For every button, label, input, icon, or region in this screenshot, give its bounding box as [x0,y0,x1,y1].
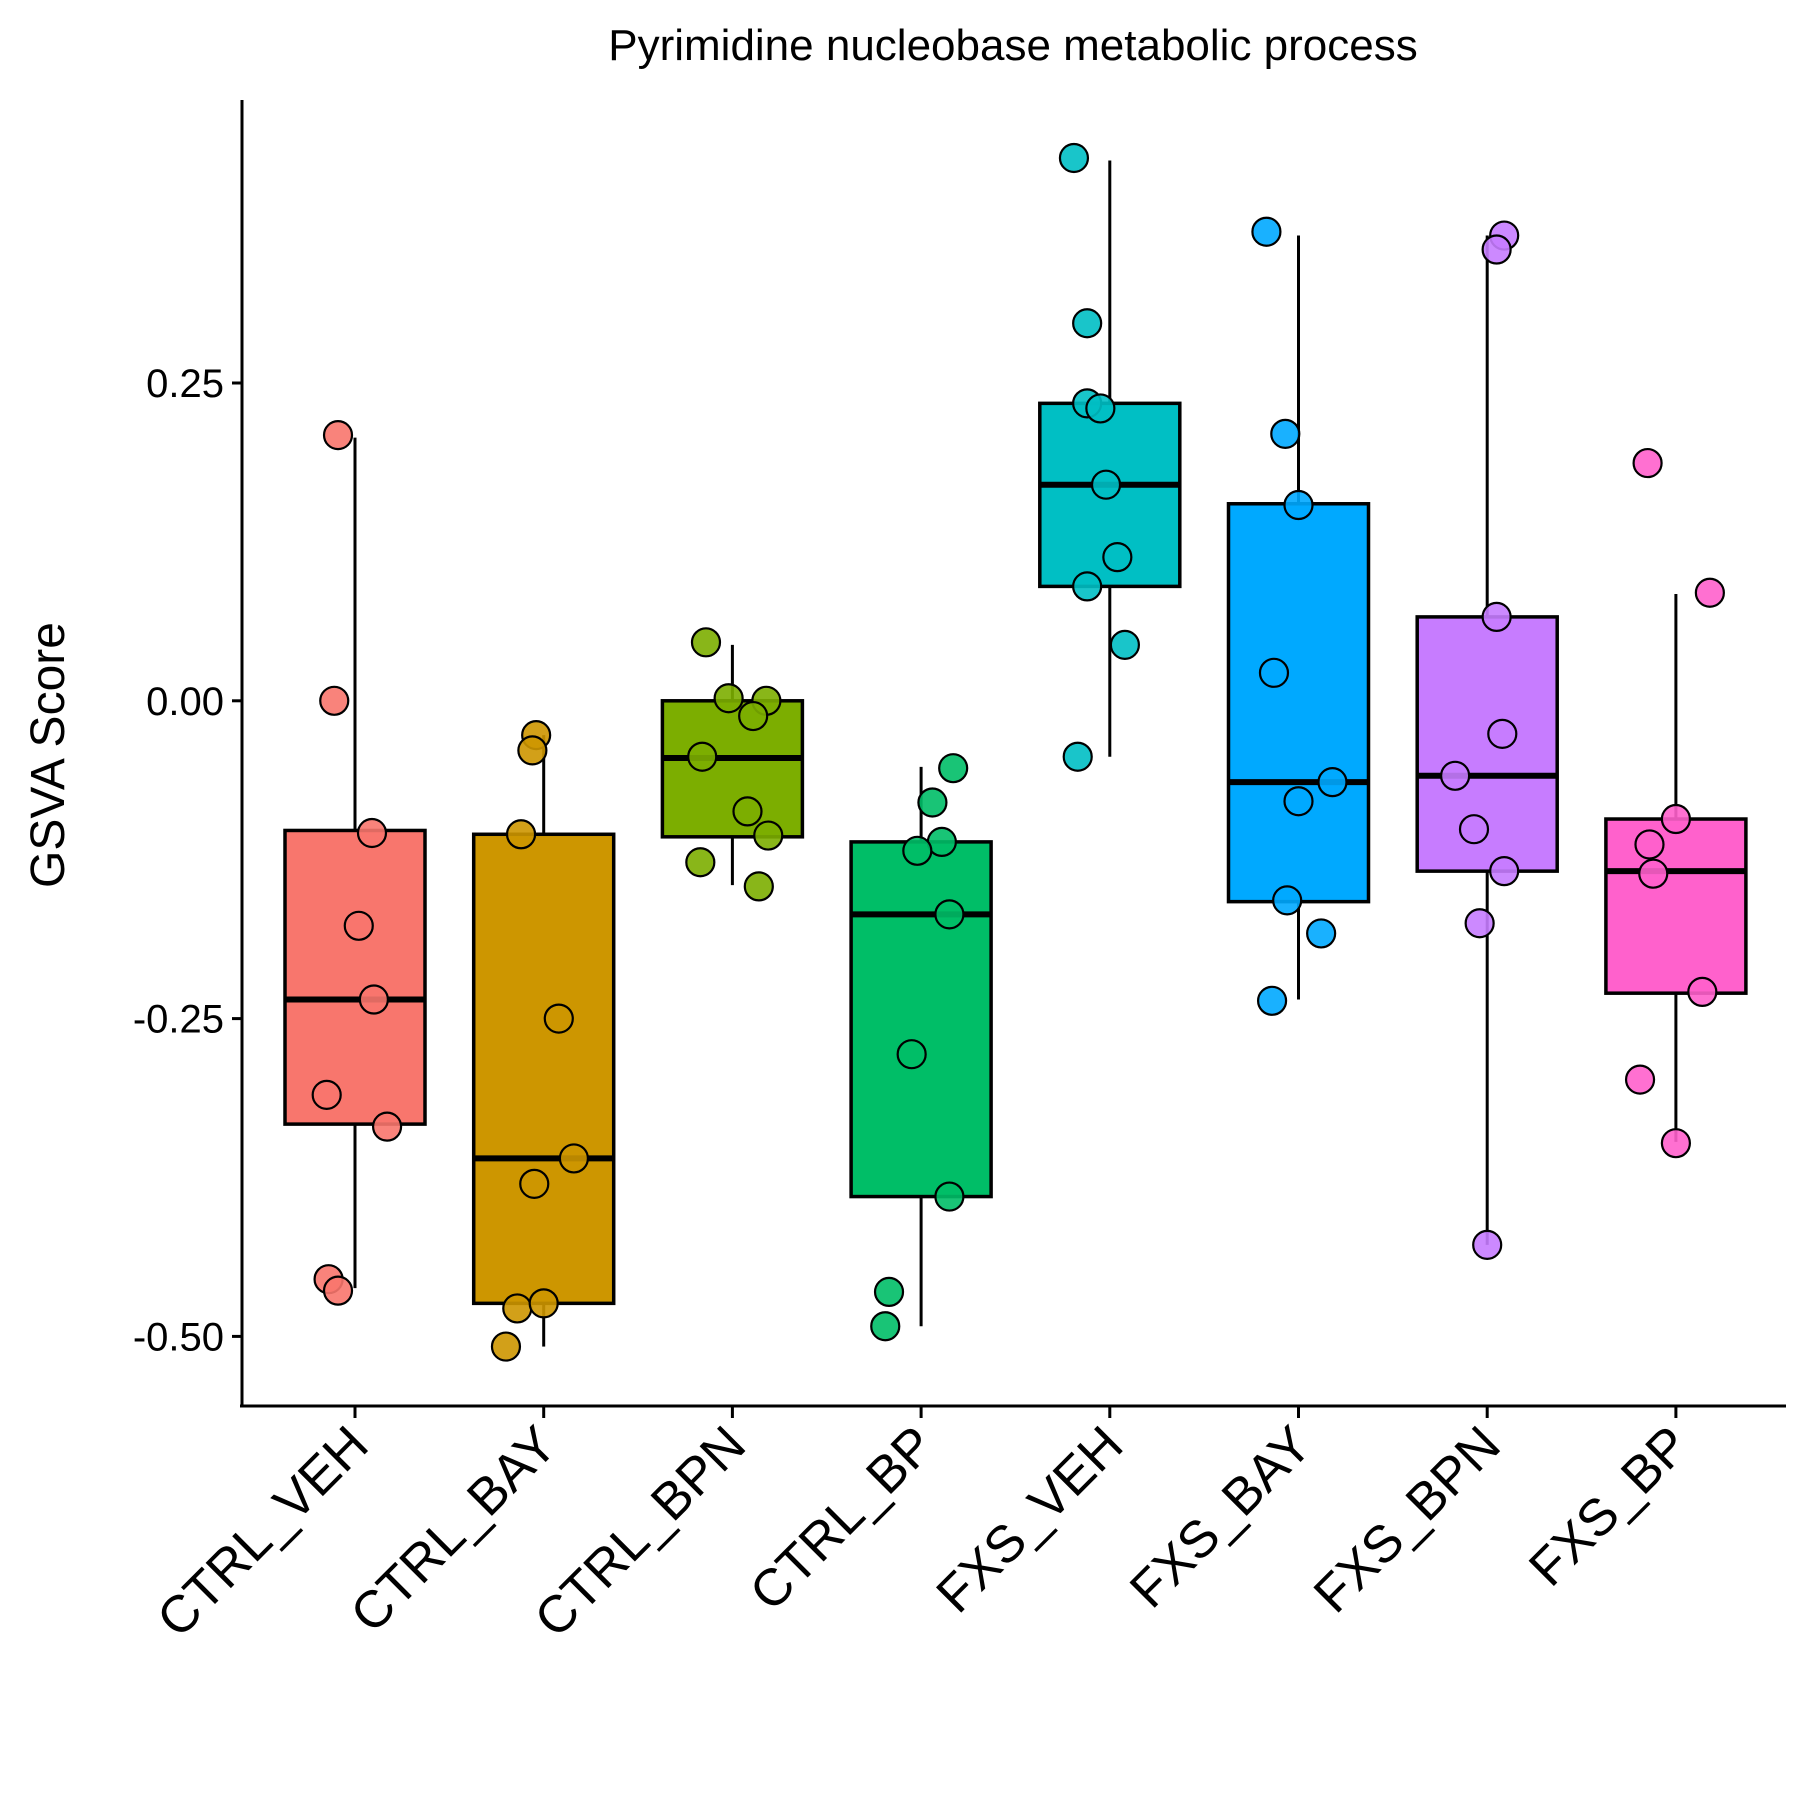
data-point [1687,976,1718,1008]
data-point [1317,767,1348,798]
y-tick-label: 0.00 [146,680,224,724]
data-point [743,871,774,902]
data-point [738,700,769,732]
data-point [896,1039,927,1070]
data-point [1251,216,1282,247]
data-point [1487,718,1518,749]
data-point [1481,601,1512,633]
box-group-fxs-bpn [1415,220,1559,1260]
data-point [1090,469,1122,500]
box-group-fxs-veh [1038,142,1182,772]
box-group-ctrl-bp [849,753,993,1342]
x-tick-label: FXS_BP [1518,1415,1700,1597]
data-point [1638,858,1669,889]
x-tick-label: CTRL_VEH [146,1415,379,1648]
data-point [753,820,784,851]
data-point [319,685,350,716]
x-tick-label: FXS_BAY [1119,1415,1323,1619]
box-group-fxs-bay [1226,216,1371,1016]
chart-title: Pyrimidine nucleobase metabolic process [608,21,1418,70]
data-point [687,741,718,772]
data-point [1624,1064,1656,1095]
box-group-ctrl-veh [283,420,427,1306]
data-point [1072,308,1103,339]
data-point [1258,657,1290,688]
box [660,699,805,839]
data-point [938,753,969,784]
data-point [934,1181,965,1212]
data-point [1085,393,1116,424]
data-point [1632,447,1663,479]
x-tick-label: FXS_VEH [926,1415,1135,1624]
data-point [685,847,716,878]
data-point [1283,786,1314,817]
data-point [322,1275,354,1306]
x-tick-label: FXS_BPN [1303,1415,1512,1624]
data-point [517,735,548,766]
y-axis-ticks: -0.50 -0.25 0.00 0.25 [133,362,242,1359]
data-point [558,1143,589,1174]
data-point [371,1111,403,1142]
y-tick-label: -0.25 [133,998,224,1042]
data-point [917,787,948,818]
data-point [1062,741,1093,772]
x-axis-ticks: CTRL_VEHCTRL_BAYCTRL_BPNCTRL_BPFXS_VEHFX… [146,1406,1700,1649]
data-point [1660,1128,1692,1159]
data-point [1481,234,1512,265]
data-point [343,910,374,941]
x-tick-label: CTRL_BP [739,1415,946,1622]
data-point [690,627,722,658]
box-group-fxs-bp [1604,447,1748,1159]
box-group-ctrl-bpn [660,627,805,902]
data-point [356,817,388,849]
data-point [1634,829,1665,860]
data-point [519,1168,550,1199]
y-tick-label: 0.25 [146,362,224,406]
data-point [1440,760,1471,791]
data-point [322,420,354,451]
data-point [1102,542,1133,573]
y-tick-label: -0.50 [133,1315,224,1359]
data-point [1272,885,1303,916]
data-point [1109,629,1140,660]
box [849,840,993,1199]
box [471,832,616,1306]
data-point [1660,803,1692,835]
data-point [490,1331,522,1362]
y-axis-label: GSVA Score [22,622,75,888]
data-point [870,1311,901,1342]
box [283,828,427,1126]
data-point [1694,577,1725,608]
data-point [1270,418,1301,449]
data-point [1072,571,1103,602]
data-point [1058,142,1090,174]
data-point [902,835,933,866]
data-point [505,819,537,850]
data-point [873,1276,905,1308]
data-point [1472,1229,1503,1260]
data-point [1489,856,1520,887]
data-point [1464,908,1495,939]
data-point [358,984,389,1015]
data-point [543,1003,574,1034]
data-point [502,1293,533,1324]
data-point [732,796,763,827]
data-point [311,1079,342,1110]
data-point [1306,918,1337,949]
data-point [713,683,744,714]
data-point [934,899,965,930]
box-group-ctrl-bay [471,720,616,1362]
data-point [1256,985,1288,1016]
data-point [528,1288,559,1319]
data-point [1283,489,1314,521]
data-point [1458,814,1490,845]
plot-area [283,142,1748,1362]
box [1226,502,1371,904]
box [1604,817,1748,995]
